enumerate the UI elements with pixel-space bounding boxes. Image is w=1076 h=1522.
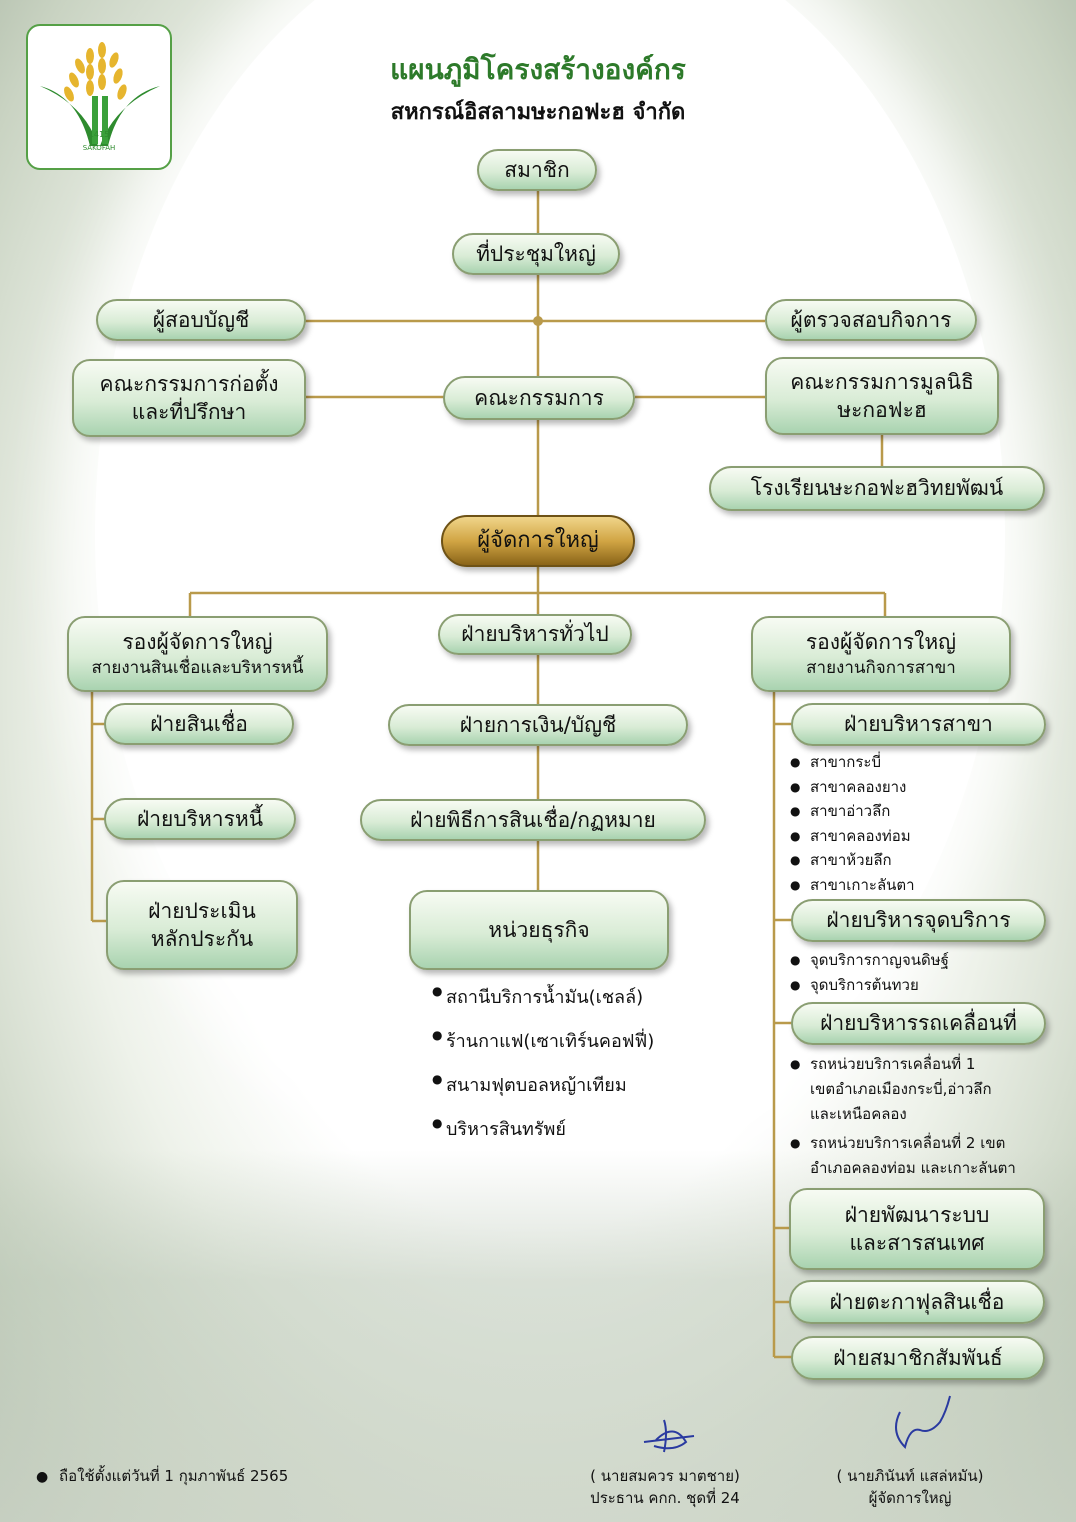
node-school: โรงเรียนษะกอฟะฮวิทยพัฒน์	[709, 466, 1045, 511]
list-item: จุดบริการกาญจนดิษฐ์	[790, 948, 949, 973]
chair-signature-block: ( นายสมควร มาตชาย) ประธาน คกก. ชุดที่ 24	[560, 1465, 770, 1509]
node-founding-committee: คณะกรรมการก่อตั้ง และที่ปรึกษา	[72, 359, 306, 437]
list-item: สถานีบริการน้ำมัน(เชลล์)	[432, 982, 654, 1026]
node-takaful-dept: ฝ่ายตะกาฟุลสินเชื่อ	[789, 1280, 1045, 1324]
list-item: บริหารสินทรัพย์	[432, 1114, 654, 1158]
node-relations-dept: ฝ่ายสมาชิกสัมพันธ์	[791, 1336, 1045, 1380]
node-mobile-admin: ฝ่ายบริหารรถเคลื่อนที่	[791, 1002, 1046, 1045]
node-branch-admin: ฝ่ายบริหารสาขา	[791, 703, 1046, 746]
node-general-admin: ฝ่ายบริหารทั่วไป	[438, 614, 632, 655]
list-item: สาขาห้วยลึก	[790, 848, 915, 873]
list-item: สาขาคลองท่อม	[790, 824, 915, 849]
branch-list: สาขากระบี่ สาขาคลองยาง สาขาอ่าวลึก สาขาค…	[790, 750, 915, 897]
node-deputy-branch: รองผู้จัดการใหญ่ สายงานกิจการสาขา	[751, 616, 1011, 692]
chair-signature	[643, 1419, 695, 1453]
node-credit-dept: ฝ่ายสินเชื่อ	[104, 703, 294, 745]
node-inspector: ผู้ตรวจสอบกิจการ	[765, 299, 977, 341]
node-finance-dept: ฝ่ายการเงิน/บัญชี	[388, 704, 688, 746]
chart-subtitle: สหกรณ์อิสลามษะกอฟะฮ จำกัด	[390, 100, 686, 125]
chair-title: ประธาน คกก. ชุดที่ 24	[590, 1489, 740, 1507]
chair-name: ( นายสมควร มาตชาย)	[590, 1467, 740, 1485]
list-item: รถหน่วยบริการเคลื่อนที่ 2 เขต อำเภอคลองท…	[790, 1131, 1016, 1181]
node-members: สมาชิก	[477, 149, 597, 191]
gm-name: ( นายภินันท์ แสล่หมัน)	[836, 1467, 984, 1485]
list-item: สาขากระบี่	[790, 750, 915, 775]
gm-title: ผู้จัดการใหญ่	[868, 1489, 952, 1507]
node-legal-dept: ฝ่ายพิธีการสินเชื่อ/กฏหมาย	[360, 799, 706, 841]
business-unit-list: สถานีบริการน้ำมัน(เชลล์) ร้านกาแฟ(เซาเทิ…	[432, 982, 654, 1158]
node-foundation: คณะกรรมการมูลนิธิ ษะกอฟะฮ	[765, 357, 999, 435]
node-collateral-dept: ฝ่ายประเมิน หลักประกัน	[106, 880, 298, 970]
node-service-point-admin: ฝ่ายบริหารจุดบริการ	[791, 899, 1046, 942]
sakofah-logo: 1415 SAKOFAH	[26, 24, 172, 170]
list-item: รถหน่วยบริการเคลื่อนที่ 1 เขตอำเภอเมืองก…	[790, 1052, 1016, 1127]
node-debt-dept: ฝ่ายบริหารหนี้	[104, 798, 296, 840]
gm-signature	[895, 1395, 951, 1449]
list-item: สาขาอ่าวลึก	[790, 799, 915, 824]
node-general-manager: ผู้จัดการใหญ่	[441, 515, 635, 567]
list-item: สนามฟุตบอลหญ้าเทียม	[432, 1070, 654, 1114]
service-point-list: จุดบริการกาญจนดิษฐ์ จุดบริการต้นทวย	[790, 948, 949, 997]
list-item: สาขาเกาะลันตา	[790, 873, 915, 898]
gm-signature-block: ( นายภินันท์ แสล่หมัน) ผู้จัดการใหญ่	[810, 1465, 1010, 1509]
node-auditor: ผู้สอบบัญชี	[96, 299, 306, 341]
effective-date: ● ถือใช้ตั้งแต่วันที่ 1 กุมภาพันธ์ 2565	[36, 1467, 289, 1485]
list-item: ร้านกาแฟ(เซาเทิร์นคอฟฟี่)	[432, 1026, 654, 1070]
list-item: สาขาคลองยาง	[790, 775, 915, 800]
logo-name: SAKOFAH	[82, 144, 116, 152]
mobile-unit-list: รถหน่วยบริการเคลื่อนที่ 1 เขตอำเภอเมืองก…	[790, 1052, 1016, 1181]
list-item: จุดบริการต้นทวย	[790, 973, 949, 998]
node-business-unit: หน่วยธุรกิจ	[409, 890, 669, 970]
logo-year: 1415	[88, 130, 110, 139]
rice-logo-icon	[40, 42, 160, 146]
node-it-dept: ฝ่ายพัฒนาระบบ และสารสนเทศ	[789, 1188, 1045, 1270]
chart-title: แผนภูมิโครงสร้างองค์กร	[390, 53, 686, 86]
node-deputy-credit: รองผู้จัดการใหญ่ สายงานสินเชื่อและบริหาร…	[67, 616, 328, 692]
node-general-meeting: ที่ประชุมใหญ่	[452, 233, 620, 275]
bullet-icon: ●	[36, 1469, 49, 1485]
node-board: คณะกรรมการ	[443, 376, 635, 420]
